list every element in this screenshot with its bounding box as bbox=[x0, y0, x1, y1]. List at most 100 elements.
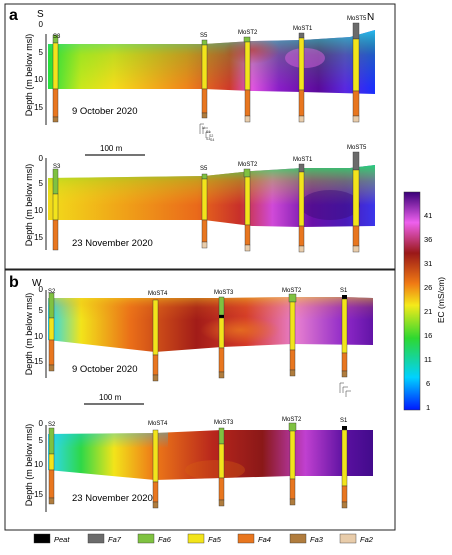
well-most3: MoST3 bbox=[214, 290, 234, 379]
compass-label: N bbox=[202, 126, 205, 130]
well-most2: MoST2 bbox=[282, 288, 302, 377]
compass-icon bbox=[339, 382, 351, 397]
ec-anomaly bbox=[285, 48, 325, 68]
depth-tick: 0 bbox=[39, 285, 44, 294]
facies-legend: Peat Fa7 Fa6 Fa5 Fa4 Fa3 Fa2 bbox=[33, 533, 374, 544]
depth-axis-label: Depth (m below msl) bbox=[24, 164, 34, 247]
well-label: MoST3 bbox=[214, 290, 234, 296]
well-label: S2 bbox=[48, 422, 56, 428]
well-label: MoST5 bbox=[347, 16, 367, 22]
colorbar-tick: 31 bbox=[424, 259, 432, 268]
scale-bar: 100 m bbox=[84, 393, 144, 405]
well-label: S5 bbox=[200, 33, 208, 39]
well-label: MoST2 bbox=[282, 417, 302, 423]
scale-bar: 100 m bbox=[85, 144, 145, 156]
well-label: S5 bbox=[200, 166, 208, 172]
panel-b-frame bbox=[4, 269, 396, 531]
well-s2: S2 bbox=[48, 289, 56, 372]
colorbar-tick: 6 bbox=[426, 379, 430, 388]
well-s5: S5 bbox=[200, 166, 208, 249]
well-s1: S1 bbox=[340, 288, 348, 378]
panel-b-left-end: W bbox=[32, 278, 42, 289]
legend-swatch bbox=[339, 533, 357, 544]
scale-label: 100 m bbox=[100, 144, 123, 153]
well-label: MoST2 bbox=[282, 288, 302, 294]
depth-tick: 15 bbox=[34, 357, 43, 366]
well-label: MoST4 bbox=[148, 421, 168, 427]
legend-label: Fa2 bbox=[360, 535, 374, 544]
depth-ticks: 0 5 10 15 bbox=[34, 419, 43, 499]
section-date: 23 November 2020 bbox=[72, 493, 153, 504]
section-date: 9 October 2020 bbox=[72, 364, 138, 375]
colorbar-tick: 11 bbox=[424, 355, 432, 364]
well-most4: MoST4 bbox=[148, 421, 168, 509]
depth-tick: 0 bbox=[39, 419, 44, 428]
depth-tick: 0 bbox=[39, 154, 44, 163]
section-date: 9 October 2020 bbox=[72, 106, 138, 117]
ec-anomaly bbox=[224, 36, 280, 64]
legend-swatch bbox=[33, 533, 51, 544]
legend-label: Fa6 bbox=[158, 535, 172, 544]
well-label: S1 bbox=[340, 288, 348, 294]
depth-tick: 10 bbox=[34, 75, 43, 84]
well-most2: MoST2 bbox=[238, 30, 258, 123]
well-s2: S2 bbox=[48, 422, 56, 505]
compass-label: S3 bbox=[206, 137, 210, 141]
depth-tick: 15 bbox=[34, 103, 43, 112]
well-most2: MoST2 bbox=[238, 162, 258, 252]
depth-tick: 10 bbox=[34, 332, 43, 341]
well-most5: MoST5 bbox=[347, 16, 367, 123]
well-most1: MoST1 bbox=[293, 157, 313, 253]
depth-tick: 5 bbox=[39, 48, 44, 57]
ec-anomaly bbox=[200, 316, 280, 344]
colorbar-tick: 41 bbox=[424, 211, 432, 220]
ec-anomaly bbox=[185, 460, 245, 480]
depth-axis-label: Depth (m below msl) bbox=[24, 293, 34, 376]
legend-swatch bbox=[87, 533, 105, 544]
scale-label: 100 m bbox=[99, 393, 122, 402]
compass-label: S1 bbox=[206, 130, 210, 134]
panel-a-left-end: S bbox=[37, 9, 44, 20]
section-date: 23 November 2020 bbox=[72, 238, 153, 249]
colorbar-label: EC (mS/cm) bbox=[436, 277, 446, 323]
legend-swatch bbox=[289, 533, 307, 544]
well-label: S1 bbox=[340, 418, 348, 424]
depth-tick: 5 bbox=[39, 179, 44, 188]
depth-tick: 15 bbox=[34, 233, 43, 242]
compass-label: S2 bbox=[209, 134, 213, 138]
depth-tick: 0 bbox=[39, 20, 44, 29]
legend-label: Fa5 bbox=[208, 535, 222, 544]
well-label: MoST1 bbox=[293, 26, 313, 32]
legend-swatch bbox=[187, 533, 205, 544]
ec-anomaly bbox=[300, 190, 360, 220]
depth-tick: 10 bbox=[34, 460, 43, 469]
panel-b-letter: b bbox=[9, 274, 19, 291]
depth-ticks: 0 5 10 15 bbox=[34, 20, 43, 112]
depth-axis-label: Depth (m below msl) bbox=[24, 424, 34, 507]
colorbar-tick: 36 bbox=[424, 235, 432, 244]
ec-upper-layer bbox=[48, 30, 375, 88]
well-s3: S3 bbox=[52, 164, 61, 251]
well-s1: S1 bbox=[340, 418, 348, 509]
depth-axis-label: Depth (m below msl) bbox=[24, 34, 34, 117]
well-label: MoST4 bbox=[148, 291, 168, 297]
depth-ticks: 0 5 10 15 bbox=[34, 154, 43, 242]
well-label: MoST1 bbox=[293, 157, 313, 163]
well-most3: MoST3 bbox=[214, 420, 234, 507]
legend-label: Peat bbox=[54, 535, 70, 544]
legend-label: Fa3 bbox=[310, 535, 324, 544]
section-a-top: 0 5 10 15 Depth (m below msl) 9 October … bbox=[24, 16, 375, 142]
colorbar-tick: 16 bbox=[424, 331, 432, 340]
well-label: MoST3 bbox=[214, 420, 234, 426]
section-b-bottom: 0 5 10 15 Depth (m below msl) 23 Novembe… bbox=[24, 393, 373, 512]
compass-label: S4 bbox=[210, 138, 214, 142]
colorbar-tick: 26 bbox=[424, 283, 432, 292]
ec-upper-layer bbox=[48, 430, 168, 448]
well-most5: MoST5 bbox=[347, 145, 367, 253]
well-label: MoST2 bbox=[238, 162, 258, 168]
well-label: S2 bbox=[48, 289, 56, 295]
well-label: MoST2 bbox=[238, 30, 258, 36]
colorbar-ramp bbox=[403, 191, 421, 411]
panel-a-right-end: N bbox=[367, 12, 374, 23]
panel-a-frame bbox=[4, 3, 396, 270]
